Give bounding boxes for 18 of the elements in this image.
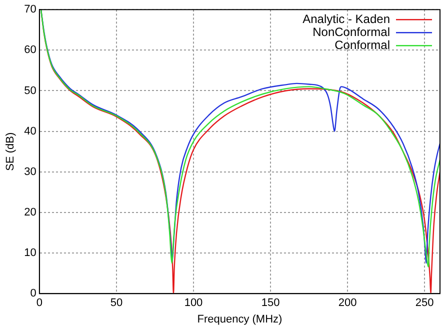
y-axis-title: SE (dB) [4,132,17,171]
y-tick-label: 50 [24,84,36,97]
x-axis-title: Frequency (MHz) [197,313,282,326]
x-tick-label: 150 [261,297,280,310]
y-tick-label: 10 [24,247,36,260]
legend-label: Analytic - Kaden [302,12,390,26]
y-tick-label: 60 [24,44,36,56]
y-tick-label: 30 [24,166,36,178]
legend-label: NonConformal [312,24,390,39]
y-tick-label: 70 [24,4,36,16]
y-tick-label: 0 [30,288,36,300]
y-tick-label: 40 [24,125,36,138]
x-tick-label: 50 [110,297,123,310]
x-tick-label: 250 [415,297,434,310]
x-tick-label: 200 [338,297,357,310]
legend-label: Conformal [334,38,390,52]
y-tick-label: 20 [24,206,36,218]
x-tick-label: 100 [184,297,203,310]
